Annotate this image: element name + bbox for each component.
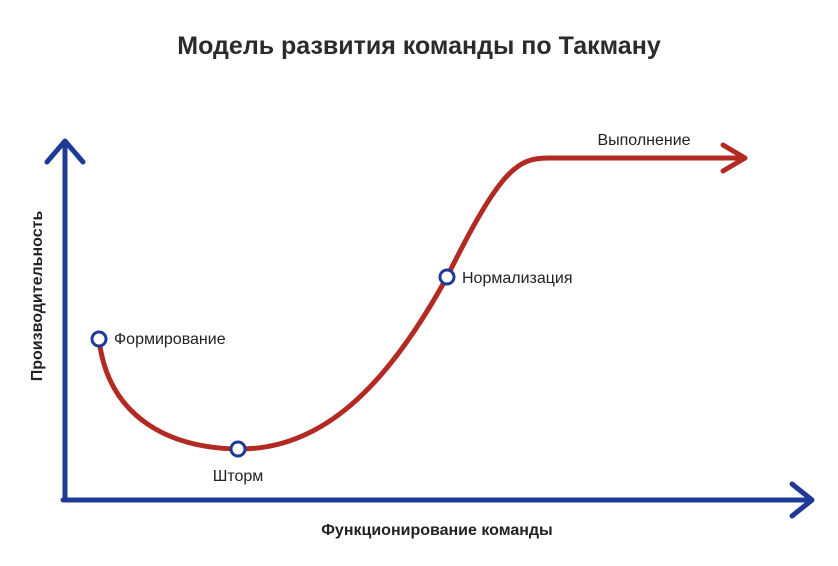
stage-label-performing: Выполнение	[597, 132, 690, 149]
curve-arrow-icon	[720, 142, 748, 174]
y-axis	[44, 138, 86, 503]
x-axis-label: Функционирование команды	[321, 522, 552, 539]
stage-marker-storming	[229, 440, 247, 458]
development-curve	[96, 155, 746, 452]
x-axis	[60, 481, 815, 519]
x-axis-arrow-icon	[789, 481, 815, 519]
stage-label-storming: Шторм	[213, 468, 264, 485]
diagram-title: Модель развития команды по Такману	[177, 32, 661, 60]
stage-marker-norming	[438, 268, 456, 286]
y-axis-arrow-icon	[44, 138, 86, 165]
stage-marker-forming	[90, 330, 108, 348]
y-axis-label: Производительность	[29, 211, 46, 382]
stage-label-norming: Нормализация	[462, 270, 573, 287]
stage-label-forming: Формирование	[114, 331, 226, 348]
